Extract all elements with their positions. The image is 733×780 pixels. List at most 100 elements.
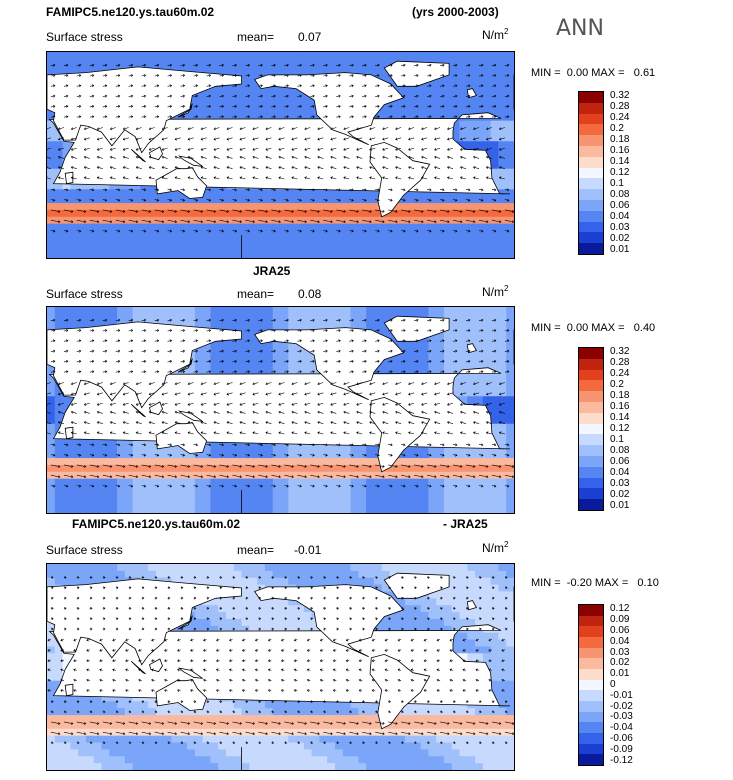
field-cell [475, 86, 484, 94]
field-cell [124, 209, 134, 218]
field-cell [303, 216, 313, 225]
vector-arrow [232, 116, 237, 118]
field-cell [117, 471, 126, 480]
vector-arrow [102, 74, 107, 77]
vector-arrow-head [52, 318, 56, 322]
vector-arrow-head [226, 209, 229, 213]
field-cell [420, 100, 429, 108]
field-cell [451, 506, 461, 513]
field-cell [482, 65, 492, 74]
vector-arrow [154, 230, 159, 232]
field-cell [233, 65, 243, 74]
vector-arrow-head [130, 74, 134, 77]
vector-arrow-head [273, 229, 276, 233]
vector-arrow-head [208, 105, 212, 108]
vector-arrow-head [364, 74, 367, 77]
field-cell [366, 223, 375, 232]
field-cell [296, 444, 305, 452]
field-cell [117, 506, 126, 513]
vector-arrow-head [65, 105, 69, 108]
field-cell [202, 458, 212, 466]
land-polygon [64, 171, 74, 185]
vector-arrow [110, 127, 116, 130]
vector-arrow [167, 116, 172, 118]
field-cell [327, 223, 336, 232]
vector-arrow [382, 147, 389, 151]
field-cell [506, 113, 514, 122]
vector-arrow [271, 116, 276, 118]
field-cell [132, 189, 141, 197]
field-cell [210, 196, 219, 204]
field-cell [397, 361, 406, 370]
field-cell [241, 230, 250, 238]
field-cell [381, 230, 391, 238]
field-cell [280, 100, 289, 108]
field-cell [179, 237, 188, 245]
field-cell [155, 52, 165, 60]
field-cell [412, 230, 422, 238]
field-cell [373, 189, 383, 197]
vector-arrow-head [434, 176, 437, 180]
vector-arrow-head [304, 137, 307, 141]
vector-arrow-head [416, 74, 419, 77]
vector-arrow [427, 189, 432, 191]
vector-arrow [336, 209, 346, 212]
vector-arrow-head [325, 115, 328, 119]
field-cell [412, 485, 422, 493]
field-cell [226, 458, 235, 466]
vector-arrow [206, 95, 211, 97]
vector-arrow [465, 230, 471, 232]
field-cell [467, 451, 476, 459]
field-cell [334, 307, 344, 315]
field-cell [303, 368, 313, 377]
field-cell [459, 65, 468, 74]
vector-arrow-head [369, 166, 372, 169]
field-cell [218, 65, 227, 74]
vector-arrow [180, 189, 185, 191]
field-cell [257, 244, 266, 252]
vector-arrow-head [286, 74, 289, 77]
field-cell [342, 458, 352, 466]
vector-arrow [349, 230, 354, 232]
vector-arrow [336, 199, 341, 201]
field-cell [366, 52, 375, 60]
vector-arrow [102, 209, 112, 212]
field-cell [296, 320, 305, 329]
field-cell [78, 182, 87, 190]
vector-arrow [232, 230, 237, 232]
field-cell [405, 355, 414, 363]
field-cell [187, 203, 196, 211]
field-cell [443, 313, 453, 322]
vector-arrow [284, 105, 289, 108]
vector-arrow-head [382, 127, 385, 131]
field-cell [54, 196, 64, 204]
field-cell [311, 209, 321, 218]
field-cell [187, 458, 196, 466]
field-cell [412, 361, 422, 370]
field-cell [482, 396, 492, 404]
field-cell [366, 251, 375, 258]
vector-arrow [232, 95, 237, 97]
field-cell [155, 478, 165, 487]
vector-arrow [149, 127, 155, 130]
vector-arrow [232, 219, 242, 223]
vector-arrow-head [299, 74, 302, 77]
field-cell [443, 458, 453, 466]
vector-arrow-head [304, 147, 307, 151]
field-cell [459, 451, 468, 459]
vector-arrow-head [226, 147, 230, 151]
field-cell [93, 485, 103, 493]
field-cell [171, 237, 180, 245]
field-cell [249, 251, 258, 258]
field-cell [54, 403, 64, 411]
field-cell [202, 58, 212, 67]
units-base: N/m [482, 285, 504, 299]
vector-arrow-head [83, 147, 87, 151]
field-cell [264, 100, 274, 108]
vector-arrow [239, 147, 246, 151]
vector-arrow [115, 74, 120, 77]
field-cell [475, 244, 484, 252]
field-cell [459, 196, 468, 204]
vector-arrow-head [156, 188, 160, 192]
vector-arrow-head [161, 137, 165, 141]
